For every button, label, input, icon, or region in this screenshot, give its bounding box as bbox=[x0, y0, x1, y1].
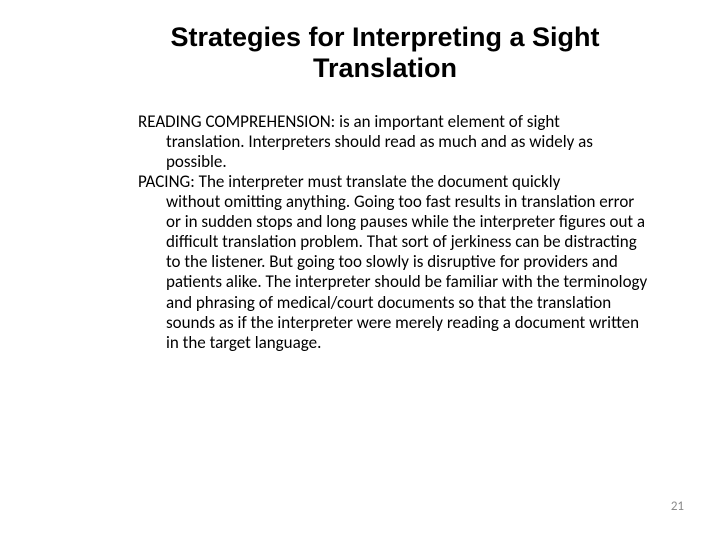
slide-container: Strategies for Interpreting a Sight Tran… bbox=[0, 0, 720, 540]
para-rest: without omitting anything. Going too fas… bbox=[138, 192, 650, 352]
para-rest: translation. Interpreters should read as… bbox=[138, 132, 650, 172]
body-text-block: READING COMPREHENSION: is an important e… bbox=[60, 112, 660, 353]
para-lead: READING COMPREHENSION: is an important e… bbox=[138, 112, 650, 132]
para-lead: PACING: The interpreter must translate t… bbox=[138, 172, 650, 192]
page-number: 21 bbox=[671, 499, 684, 514]
paragraph-pacing: PACING: The interpreter must translate t… bbox=[138, 172, 650, 352]
paragraph-reading-comprehension: READING COMPREHENSION: is an important e… bbox=[138, 112, 650, 172]
slide-title: Strategies for Interpreting a Sight Tran… bbox=[130, 22, 640, 84]
